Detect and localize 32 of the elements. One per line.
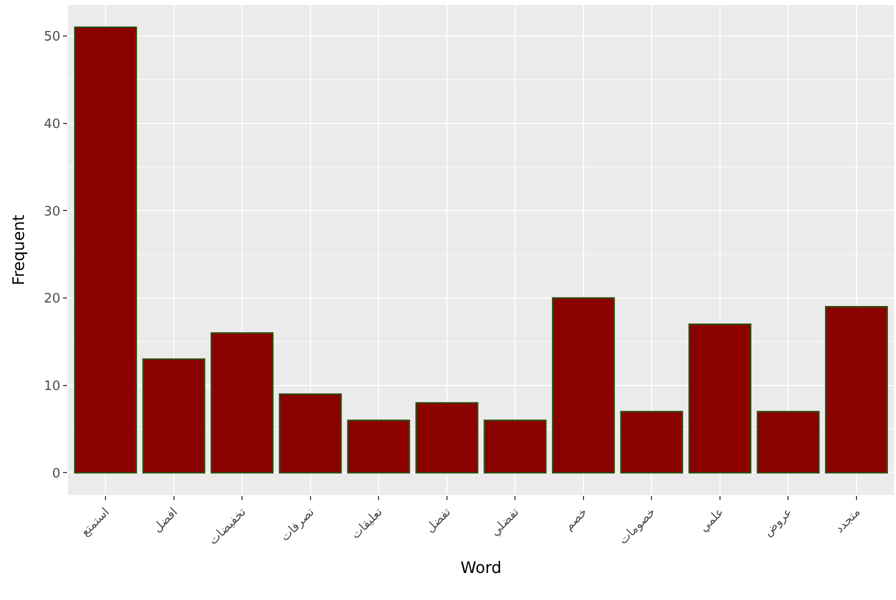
y-tick-label: 50 (44, 30, 60, 45)
bar (552, 297, 615, 474)
bar (142, 358, 206, 474)
bar (824, 306, 888, 474)
bar (756, 410, 820, 474)
x-tick-label: خصم (562, 504, 590, 534)
x-tick-label: تفضل (422, 504, 454, 536)
x-tick-label: استمتع (78, 504, 112, 539)
bar (74, 26, 138, 474)
x-tick-label: تفضلي (488, 504, 522, 539)
x-tick-label: خصومات (616, 504, 658, 547)
bar (484, 420, 547, 474)
bar (620, 410, 684, 474)
y-tick-label: 40 (44, 116, 60, 132)
x-tick-label: عروض (760, 504, 795, 539)
x-axis-title: Word (460, 558, 502, 578)
bar (278, 393, 342, 474)
y-tick-label: 0 (52, 466, 60, 482)
x-tick-label: افضل (150, 504, 180, 535)
x-tick-label: علمي (696, 504, 726, 535)
y-tick-label: 10 (44, 378, 60, 394)
x-tick-label: تعليقات (348, 504, 385, 542)
bar (415, 402, 478, 474)
y-tick-label: 30 (44, 204, 60, 220)
bar (210, 332, 274, 474)
y-axis-title: Frequent (8, 214, 28, 286)
x-tick-label: تخفيضات (206, 504, 248, 548)
y-tick-label: 20 (44, 292, 60, 307)
x-tick-label: متجدد (832, 504, 863, 536)
bar (688, 323, 752, 474)
bar (347, 420, 410, 474)
x-tick-label: تصرفات (278, 504, 317, 544)
